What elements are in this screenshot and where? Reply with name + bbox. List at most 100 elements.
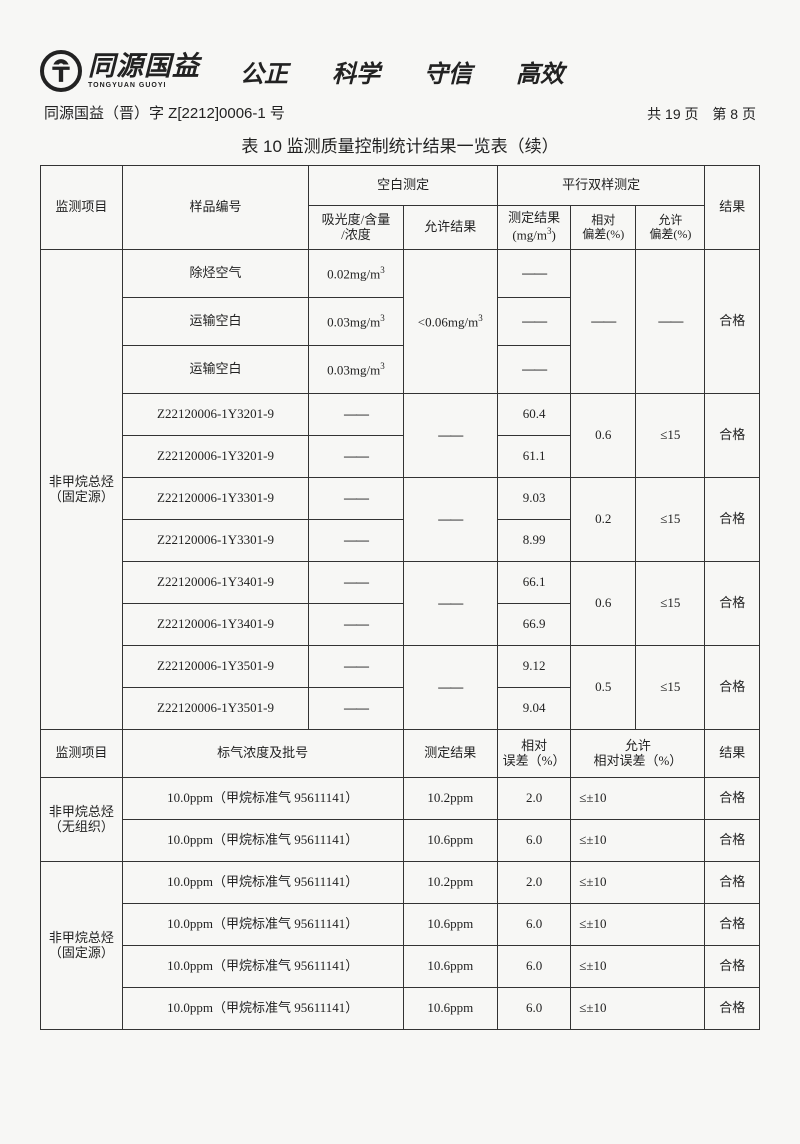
dash: —— (403, 646, 497, 730)
result: 合格 (705, 988, 760, 1030)
result: 合格 (705, 250, 760, 394)
dash: —— (309, 562, 403, 604)
result: 合格 (705, 820, 760, 862)
motto-item: 科学 (332, 54, 380, 89)
meas-val: 10.6ppm (403, 820, 497, 862)
rel-err: 2.0 (497, 862, 570, 904)
page-info: 共 19 页 第 8 页 (637, 102, 756, 124)
sample-id: Z22120006-1Y3201-9 (122, 436, 309, 478)
hdr-result: 结果 (705, 166, 760, 250)
hdr-measres: 测定结果 (403, 730, 497, 778)
hdr-allow-res: 允许结果 (403, 206, 497, 250)
meas-val: 61.1 (497, 436, 570, 478)
meas-val: 66.1 (497, 562, 570, 604)
result: 合格 (705, 646, 760, 730)
brand-en: TONGYUAN GUOYI (88, 82, 200, 89)
result: 合格 (705, 904, 760, 946)
brand-cn: 同源国益 (88, 53, 200, 80)
brand-header: 同源国益 TONGYUAN GUOYI 公正 科学 守信 高效 (40, 50, 760, 92)
data-table: 监测项目 样品编号 空白测定 平行双样测定 结果 吸光度/含量/浓度 允许结果 … (40, 165, 760, 1030)
hdr-sample: 样品编号 (122, 166, 309, 250)
dash: —— (309, 646, 403, 688)
meas-val: 66.9 (497, 604, 570, 646)
dash: —— (309, 520, 403, 562)
hdr-result: 结果 (705, 730, 760, 778)
rel-err: 6.0 (497, 820, 570, 862)
category-1: 非甲烷总烃（固定源） (41, 250, 123, 730)
sample-id: Z22120006-1Y3501-9 (122, 688, 309, 730)
abs-val: 0.03mg/m3 (309, 346, 403, 394)
dash: —— (309, 436, 403, 478)
sample-id: Z22120006-1Y3301-9 (122, 478, 309, 520)
result: 合格 (705, 862, 760, 904)
meas-val: 10.2ppm (403, 862, 497, 904)
allow-err: ≤±10 (571, 946, 705, 988)
dash: —— (497, 346, 570, 394)
abs-val: 0.02mg/m3 (309, 250, 403, 298)
allow-err: ≤±10 (571, 904, 705, 946)
allow-err: ≤±10 (571, 862, 705, 904)
dash: —— (309, 394, 403, 436)
hdr-allowrelerr: 允许相对误差（%） (571, 730, 705, 778)
motto-item: 守信 (424, 54, 472, 89)
category-2: 非甲烷总烃（无组织） (41, 778, 123, 862)
rdev: 0.6 (571, 394, 636, 478)
adev: ≤15 (636, 394, 705, 478)
gas-batch: 10.0ppm（甲烷标准气 95611141） (122, 820, 403, 862)
adev: ≤15 (636, 562, 705, 646)
meas-val: 10.6ppm (403, 988, 497, 1030)
result: 合格 (705, 946, 760, 988)
allow-err: ≤±10 (571, 988, 705, 1030)
gas-batch: 10.0ppm（甲烷标准气 95611141） (122, 946, 403, 988)
dash: —— (497, 298, 570, 346)
rel-err: 6.0 (497, 946, 570, 988)
motto-item: 公正 (240, 54, 288, 89)
hdr-item: 监测项目 (41, 730, 123, 778)
hdr-abs: 吸光度/含量/浓度 (309, 206, 403, 250)
dash: —— (309, 478, 403, 520)
dash: —— (636, 250, 705, 394)
meas-val: 9.03 (497, 478, 570, 520)
page-total: 共 19 页 (647, 106, 698, 122)
meas-val: 8.99 (497, 520, 570, 562)
hdr-blank-group: 空白测定 (309, 166, 498, 206)
motto-item: 高效 (516, 54, 564, 89)
adev: ≤15 (636, 646, 705, 730)
category-1b: 非甲烷总烃（固定源） (41, 862, 123, 1030)
dash: —— (403, 478, 497, 562)
meas-val: 10.6ppm (403, 946, 497, 988)
hdr-item: 监测项目 (41, 166, 123, 250)
doc-ref-row: 同源国益（晋）字 Z[2212]0006-1 号 共 19 页 第 8 页 (40, 102, 760, 124)
dash: —— (309, 688, 403, 730)
dash: —— (571, 250, 636, 394)
dash: —— (403, 394, 497, 478)
hdr-meas: 测定结果(mg/m3) (497, 206, 570, 250)
doc-reference: 同源国益（晋）字 Z[2212]0006-1 号 (44, 102, 285, 124)
dash: —— (309, 604, 403, 646)
rdev: 0.5 (571, 646, 636, 730)
sample-id: Z22120006-1Y3401-9 (122, 562, 309, 604)
dash: —— (497, 250, 570, 298)
hdr-dup-group: 平行双样测定 (497, 166, 705, 206)
result: 合格 (705, 562, 760, 646)
gas-batch: 10.0ppm（甲烷标准气 95611141） (122, 988, 403, 1030)
hdr-relerr: 相对误差（%） (497, 730, 570, 778)
motto: 公正 科学 守信 高效 (240, 54, 564, 89)
hdr-rdev: 相对偏差(%) (571, 206, 636, 250)
gas-batch: 10.0ppm（甲烷标准气 95611141） (122, 904, 403, 946)
sample-id: Z22120006-1Y3301-9 (122, 520, 309, 562)
gas-batch: 10.0ppm（甲烷标准气 95611141） (122, 862, 403, 904)
allow-err: ≤±10 (571, 820, 705, 862)
rdev: 0.2 (571, 478, 636, 562)
sample-id: Z22120006-1Y3501-9 (122, 646, 309, 688)
table-title: 表 10 监测质量控制统计结果一览表（续） (40, 132, 760, 157)
rel-err: 2.0 (497, 778, 570, 820)
sample-id: 运输空白 (122, 346, 309, 394)
sample-id: Z22120006-1Y3401-9 (122, 604, 309, 646)
allow-err: ≤±10 (571, 778, 705, 820)
dash: —— (403, 562, 497, 646)
gas-batch: 10.0ppm（甲烷标准气 95611141） (122, 778, 403, 820)
sample-id: Z22120006-1Y3201-9 (122, 394, 309, 436)
meas-val: 10.6ppm (403, 904, 497, 946)
abs-val: 0.03mg/m3 (309, 298, 403, 346)
